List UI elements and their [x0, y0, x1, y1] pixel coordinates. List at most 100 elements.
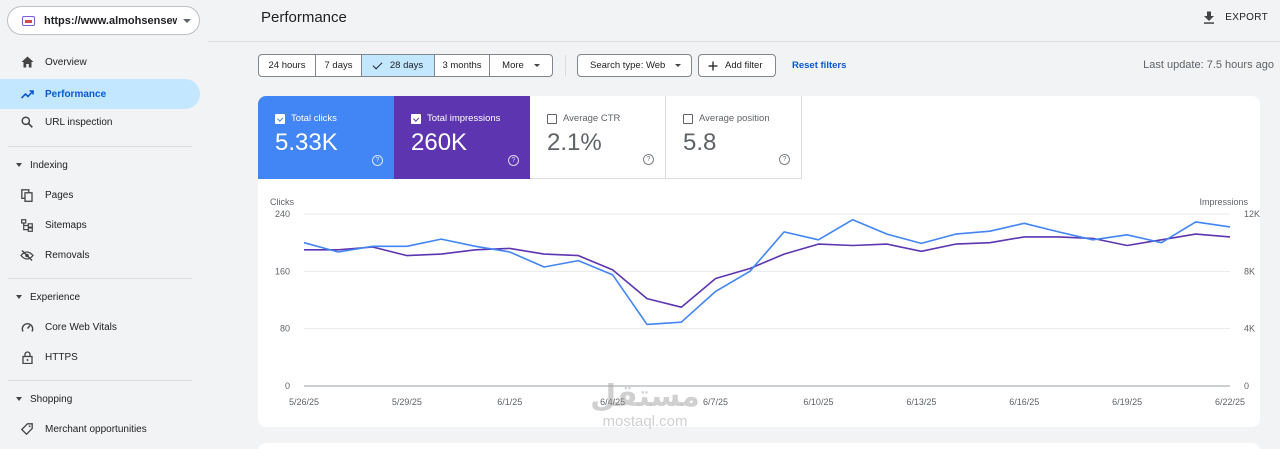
metric-value: 260K	[411, 129, 468, 156]
filter-divider	[565, 55, 566, 76]
plus-icon	[707, 60, 719, 72]
left-tick-label: 240	[275, 209, 290, 219]
metric-value: 2.1%	[547, 129, 602, 156]
sidebar-item-label: Removals	[45, 249, 90, 261]
metric-label: Average position	[699, 113, 770, 124]
collapse-triangle-icon	[16, 397, 22, 401]
trending-up-icon	[20, 87, 34, 101]
add-filter-button[interactable]: Add filter	[698, 54, 776, 77]
pages-icon	[20, 188, 34, 202]
range-label: 24 hours	[268, 60, 306, 71]
watermark-logo: مستقل	[590, 379, 700, 414]
sidebar-item-removals[interactable]: Removals	[0, 240, 200, 270]
collapse-triangle-icon	[16, 295, 22, 299]
left-axis-title: Clicks	[270, 197, 294, 207]
home-icon	[20, 55, 34, 69]
sidebar-section-indexing[interactable]: Indexing	[0, 154, 200, 176]
sidebar-item-label: Overview	[45, 56, 87, 68]
sidebar-item-label: Performance	[45, 88, 107, 100]
x-tick-label: 6/1/25	[497, 397, 522, 407]
metric-average-position[interactable]: Average position 5.8 ?	[666, 96, 802, 179]
metric-total-clicks[interactable]: Total clicks 5.33K ?	[258, 96, 394, 179]
sidebar-item-core-web-vitals[interactable]: Core Web Vitals	[0, 312, 200, 342]
export-button[interactable]: EXPORT	[1202, 10, 1268, 24]
collapse-triangle-icon	[16, 163, 22, 167]
export-label: EXPORT	[1225, 11, 1268, 23]
range-label: 3 months	[442, 60, 482, 71]
help-icon[interactable]: ?	[372, 155, 383, 166]
left-tick-label: 0	[285, 381, 290, 391]
property-url: https://www.almohsensewi...	[44, 14, 177, 27]
search-type-dropdown[interactable]: Search type: Web	[577, 54, 692, 77]
date-range-selector: 24 hours 7 days 28 days 3 months More	[258, 54, 553, 77]
metric-label: Total clicks	[291, 113, 337, 124]
range-label: 7 days	[324, 60, 353, 71]
range-28-days-button[interactable]: 28 days	[362, 55, 435, 76]
checkbox-unchecked-icon	[547, 113, 557, 124]
mostaql-watermark: مستقل mostaql.com	[580, 380, 710, 430]
range-3-months-button[interactable]: 3 months	[435, 55, 490, 76]
help-icon[interactable]: ?	[508, 155, 519, 166]
sidebar-item-merchant-opportunities[interactable]: Merchant opportunities	[0, 414, 200, 444]
section-title: Experience	[30, 291, 81, 303]
performance-chart[interactable]: 0 0 80 4K 160 8K 240 12K Clicks Impressions 5/26/2…	[258, 192, 1260, 427]
right-tick-label: 8K	[1244, 266, 1255, 276]
sidebar-item-label: Core Web Vitals	[45, 321, 117, 333]
checkbox-checked-icon	[411, 113, 421, 124]
range-24-hours-button[interactable]: 24 hours	[259, 55, 316, 76]
download-icon	[1202, 10, 1216, 24]
page-header: Performance EXPORT	[208, 0, 1280, 42]
x-tick-label: 6/7/25	[703, 397, 728, 407]
sidebar-item-url-inspection[interactable]: URL inspection	[0, 107, 200, 137]
search-type-label: Search type: Web	[590, 60, 666, 71]
search-icon	[20, 115, 34, 129]
chevron-down-icon	[183, 18, 191, 23]
section-title: Indexing	[30, 159, 68, 171]
metric-label: Total impressions	[427, 113, 501, 124]
property-selector[interactable]: https://www.almohsensewi...	[7, 6, 200, 35]
sidebar-item-label: HTTPS	[45, 351, 78, 363]
series-line-clicks	[303, 218, 1231, 326]
sidebar-item-overview[interactable]: Overview	[0, 47, 200, 77]
last-update-text: Last update: 7.5 hours ago	[1143, 59, 1274, 71]
gauge-icon	[20, 320, 34, 334]
tag-icon	[20, 422, 34, 436]
sitemap-icon	[20, 218, 34, 232]
help-icon[interactable]: ?	[643, 154, 654, 165]
x-tick-label: 6/10/25	[803, 397, 833, 407]
right-axis-title: Impressions	[1199, 197, 1248, 207]
sidebar-item-label: Merchant opportunities	[45, 423, 147, 435]
right-tick-label: 12K	[1244, 209, 1260, 219]
watermark-text: mostaql.com	[602, 413, 688, 430]
range-7-days-button[interactable]: 7 days	[316, 55, 362, 76]
sidebar-item-https[interactable]: HTTPS	[0, 342, 200, 372]
reset-filters-link[interactable]: Reset filters	[792, 60, 847, 71]
next-card	[258, 443, 1260, 449]
page-title: Performance	[261, 9, 347, 26]
sidebar-divider	[8, 380, 192, 381]
sidebar-section-experience[interactable]: Experience	[0, 286, 200, 308]
x-tick-label: 6/19/25	[1112, 397, 1142, 407]
more-label: More	[502, 60, 524, 71]
series-line-impressions	[304, 233, 1231, 308]
checkbox-unchecked-icon	[683, 113, 693, 124]
sidebar-item-label: URL inspection	[45, 116, 113, 128]
metric-average-ctr[interactable]: Average CTR 2.1% ?	[530, 96, 666, 179]
range-label: 28 days	[389, 60, 424, 71]
help-icon[interactable]: ?	[779, 154, 790, 165]
more-ranges-button[interactable]: More	[490, 55, 552, 76]
add-filter-label: Add filter	[725, 60, 763, 71]
x-tick-label: 6/22/25	[1215, 397, 1245, 407]
dropdown-arrow-icon	[533, 64, 540, 67]
sidebar-item-pages[interactable]: Pages	[0, 180, 200, 210]
sidebar-divider	[8, 146, 192, 147]
dropdown-arrow-icon	[675, 64, 682, 67]
sidebar-item-performance[interactable]: Performance	[0, 79, 200, 109]
metric-value: 5.33K	[275, 129, 338, 156]
sidebar-section-shopping[interactable]: Shopping	[0, 388, 200, 410]
sidebar-item-sitemaps[interactable]: Sitemaps	[0, 210, 200, 240]
metric-value: 5.8	[683, 129, 717, 156]
metric-total-impressions[interactable]: Total impressions 260K ?	[394, 96, 530, 179]
sidebar-item-label: Sitemaps	[45, 219, 87, 231]
x-tick-label: 5/29/25	[392, 397, 422, 407]
